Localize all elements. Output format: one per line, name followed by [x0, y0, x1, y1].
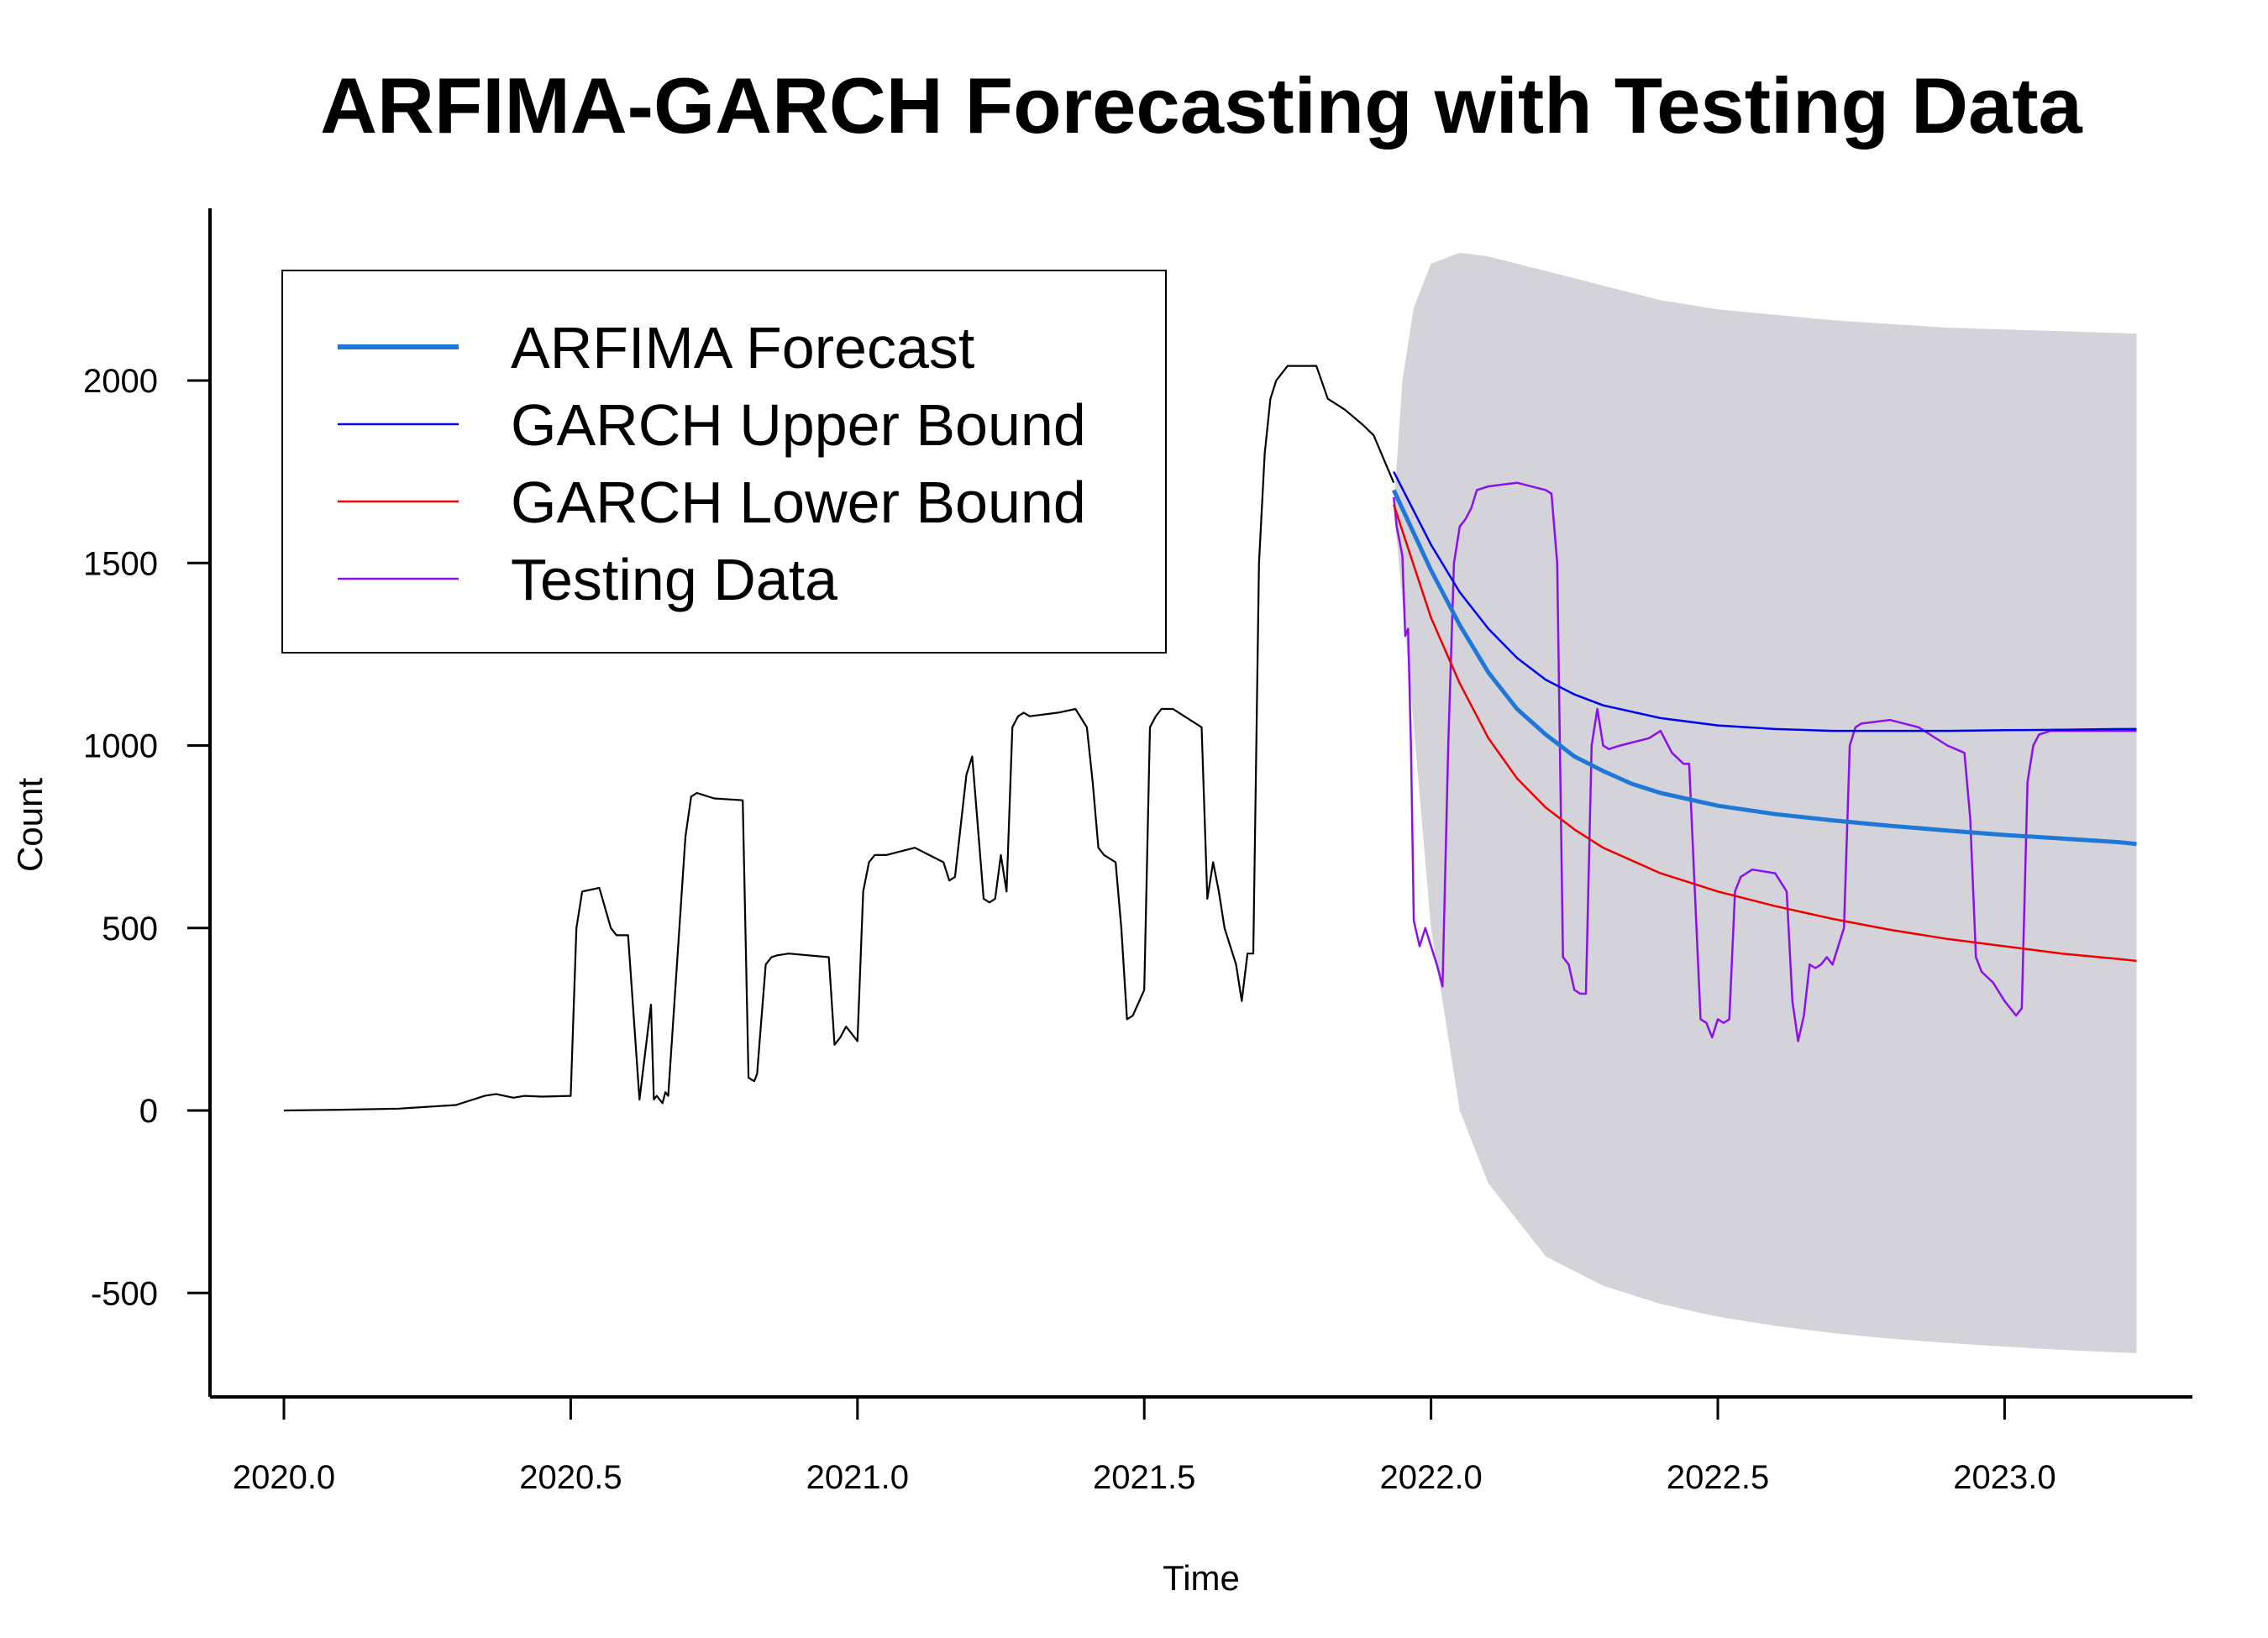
y-tick-label: 1500	[83, 545, 158, 582]
series-layer	[283, 365, 2137, 1112]
y-tick-label: -500	[91, 1275, 158, 1312]
forecast-interval-layer	[1394, 252, 2137, 1353]
x-tick-label: 2021.0	[806, 1459, 909, 1496]
testing-data-line	[1392, 481, 2137, 1042]
garch-upper-bound-line	[1393, 471, 2137, 732]
y-axis-label: Count	[10, 778, 50, 872]
x-axis-label: Time	[1163, 1558, 1240, 1598]
legend-label-garch-upper: GARCH Upper Bound	[511, 392, 1086, 458]
legend-label-testing-data: Testing Data	[511, 547, 837, 612]
y-tick-label: 1000	[83, 728, 158, 765]
x-tick-label: 2022.0	[1379, 1459, 1482, 1496]
y-tick-label: 0	[139, 1093, 158, 1130]
x-tick-label: 2020.0	[233, 1459, 335, 1496]
legend-box	[281, 270, 1167, 654]
forecast-interval-band	[1394, 252, 2137, 1353]
x-tick-label: 2023.0	[1953, 1459, 2055, 1496]
y-tick-label: 2000	[83, 363, 158, 400]
x-ticks: 2020.0 2020.5 2021.0 2021.5 2022.0 2022.5 2023…	[233, 1397, 2056, 1496]
legend: ARFIMA Forecast GARCH Upper Bound GARCH …	[281, 270, 1167, 654]
x-tick-label: 2021.5	[1093, 1459, 1195, 1496]
chart-title: ARFIMA-GARCH Forecasting with Testing Da…	[320, 61, 2082, 150]
legend-label-arfima-forecast: ARFIMA Forecast	[511, 315, 974, 381]
y-tick-label: 500	[102, 911, 158, 948]
y-ticks: -500 0 500 1000 1500 2000	[83, 363, 210, 1312]
axes	[208, 208, 2192, 1399]
arfima-forecast-line	[1391, 489, 2137, 847]
legend-label-garch-lower: GARCH Lower Bound	[511, 470, 1086, 535]
garch-lower-bound-line	[1393, 504, 2137, 963]
x-tick-label: 2022.5	[1667, 1459, 1769, 1496]
x-tick-label: 2020.5	[519, 1459, 622, 1496]
training-data-line	[283, 365, 1395, 1112]
